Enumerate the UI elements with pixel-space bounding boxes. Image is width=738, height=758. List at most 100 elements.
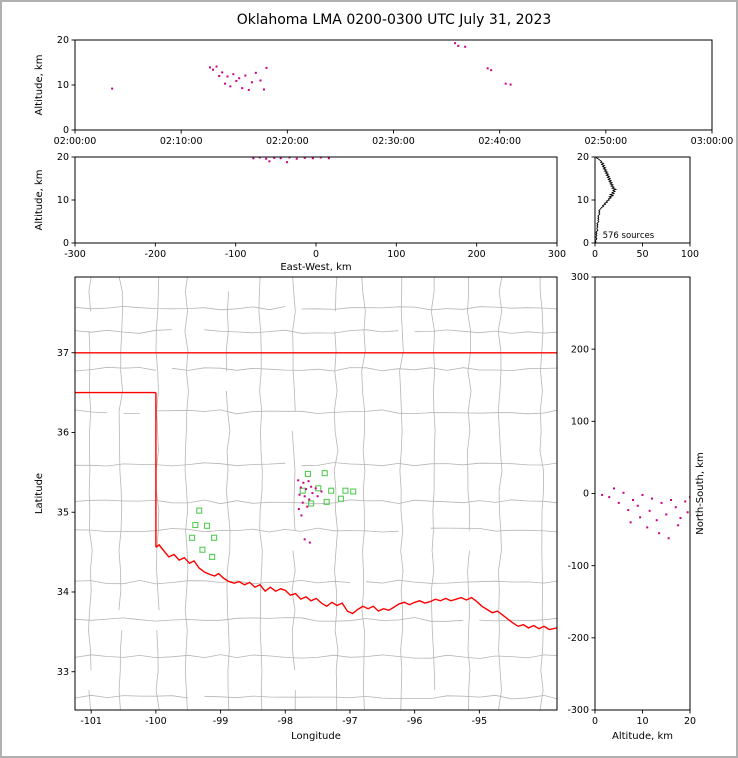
county-line (75, 654, 557, 659)
altitude-histogram-trace (595, 157, 618, 243)
county-line (75, 499, 557, 505)
x-tick-label: 02:20:00 (266, 136, 309, 147)
source-point (311, 157, 314, 160)
source-point (303, 157, 306, 159)
county-line (258, 277, 263, 710)
lma-station-marker (203, 522, 211, 529)
y-tick-label: 20 (57, 35, 69, 46)
x-tick-label: 10 (636, 716, 648, 727)
county-line (75, 527, 399, 533)
y-tick-label: 300 (571, 272, 589, 283)
source-point (670, 498, 672, 501)
source-point (303, 495, 306, 498)
source-count-label: 576 sources (603, 231, 655, 241)
source-point (648, 509, 651, 512)
county-lines (75, 277, 585, 710)
x-tick-label: 20 (684, 716, 696, 727)
x-tick-label: 02:50:00 (584, 136, 627, 147)
y-tick-label: 20 (57, 152, 69, 163)
source-point (297, 479, 300, 482)
x-tick-label: 100 (387, 249, 405, 260)
panel-time-height: 02:00:00 02:10:00 02:20:00 02:30:00 02:40:00… (34, 35, 733, 147)
source-point (674, 506, 677, 509)
county-line (225, 390, 231, 710)
state-border-segment (155, 543, 557, 631)
county-line (581, 670, 582, 710)
county-line (497, 277, 503, 710)
county-line (184, 277, 189, 710)
source-point (613, 487, 615, 490)
x-tick-label: 100 (681, 249, 699, 260)
county-line (88, 690, 91, 710)
county-line (581, 391, 585, 650)
county-line (155, 630, 160, 710)
source-point (320, 490, 323, 493)
y-tick-label: 0 (63, 238, 69, 249)
source-point (646, 526, 649, 529)
y-tick-label: 20 (577, 152, 589, 163)
y-tick-label: -300 (567, 705, 589, 716)
x-tick-label: -95 (472, 716, 488, 727)
county-line (292, 277, 296, 412)
plan-map-source-points (297, 479, 323, 544)
time-height-source-points (111, 42, 512, 91)
source-point (303, 538, 306, 541)
source-point (268, 160, 271, 163)
source-point (218, 75, 221, 77)
x-tick-label: -101 (80, 716, 102, 727)
x-tick-label: 02:40:00 (478, 136, 521, 147)
source-point (250, 81, 253, 84)
x-tick-label: 02:00:00 (54, 136, 97, 147)
y-tick-label: 0 (583, 238, 589, 249)
county-line (75, 366, 156, 372)
county-line (75, 694, 189, 699)
county-line (479, 617, 557, 622)
source-point (639, 516, 642, 519)
ew-altitude-source-points (252, 157, 330, 164)
source-point (622, 491, 625, 494)
source-point (215, 65, 218, 68)
source-point (298, 493, 301, 496)
source-point (636, 504, 639, 507)
x-tick-label: 200 (468, 249, 486, 260)
altitude-ns-frame (594, 276, 691, 711)
source-point (238, 77, 241, 80)
time-height-frame (74, 39, 713, 131)
county-line (430, 527, 557, 533)
county-line (335, 277, 338, 312)
lma-station-marker (192, 521, 199, 529)
source-point (686, 511, 689, 514)
county-line (75, 329, 173, 334)
y-tick-label: 33 (57, 667, 69, 678)
source-point (304, 488, 307, 491)
county-line (171, 367, 557, 372)
panel-ew-altitude: -300 -200 -100 0 100 200 300 0 10 20 East-West, km… (34, 152, 566, 273)
ew-altitude-axes: -300 -200 -100 0 100 200 300 0 10 20 East-West, km… (34, 152, 566, 273)
county-line (430, 277, 436, 691)
source-point (301, 501, 304, 504)
x-tick-label: -100 (225, 249, 247, 260)
county-line (539, 277, 545, 710)
source-point (111, 87, 114, 90)
source-point (308, 498, 311, 501)
y-tick-label: 200 (571, 344, 589, 355)
lma-station-marker (299, 487, 306, 494)
county-line (155, 277, 160, 611)
lma-station-marker (209, 553, 216, 560)
y-tick-label: 10 (57, 195, 69, 206)
source-point (241, 87, 244, 90)
source-point (629, 521, 632, 524)
x-tick-label: 02:30:00 (372, 136, 415, 147)
source-point (464, 45, 467, 48)
county-line (75, 409, 108, 414)
source-point (279, 157, 282, 160)
source-point (601, 493, 604, 496)
source-point (679, 517, 682, 520)
ew-altitude-content (252, 157, 330, 164)
source-point (300, 514, 303, 517)
source-point (660, 501, 663, 504)
y-tick-label: 36 (57, 428, 69, 439)
y-tick-label: 100 (571, 417, 589, 428)
